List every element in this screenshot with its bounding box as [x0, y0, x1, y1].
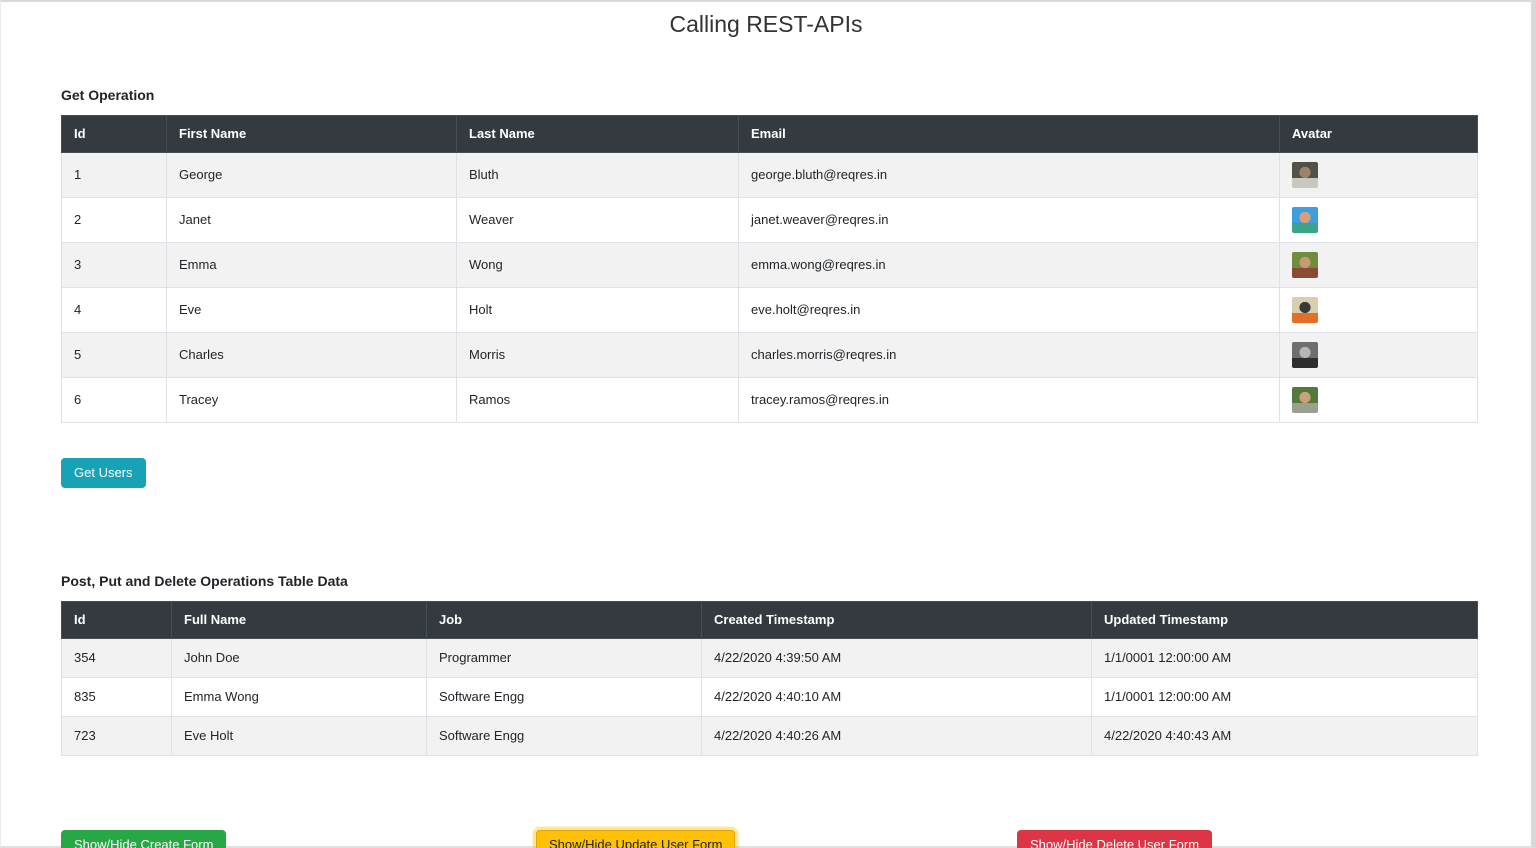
records-col-created: Created Timestamp: [701, 601, 1092, 639]
cell-last-name: Ramos: [456, 377, 739, 423]
cell-first-name: Eve: [166, 287, 457, 333]
cell-created-timestamp: 4/22/2020 4:39:50 AM: [701, 638, 1092, 678]
cell-email: emma.wong@reqres.in: [738, 242, 1280, 288]
get-operation-heading: Get Operation: [61, 87, 155, 103]
cell-avatar: [1279, 332, 1478, 378]
cell-avatar: [1279, 197, 1478, 243]
cell-email: tracey.ramos@reqres.in: [738, 377, 1280, 423]
avatar: [1292, 387, 1318, 413]
cell-id: 5: [61, 332, 167, 378]
form-toggle-buttons: Show/Hide Create Form Show/Hide Update U…: [61, 830, 1471, 848]
cell-id: 723: [61, 716, 172, 756]
cell-job: Software Engg: [426, 677, 702, 717]
users-col-last-name: Last Name: [456, 115, 739, 153]
cell-created-timestamp: 4/22/2020 4:40:26 AM: [701, 716, 1092, 756]
cell-avatar: [1279, 377, 1478, 423]
cell-updated-timestamp: 1/1/0001 12:00:00 AM: [1091, 638, 1478, 678]
cell-last-name: Holt: [456, 287, 739, 333]
show-hide-update-form-button[interactable]: Show/Hide Update User Form: [536, 830, 736, 848]
cell-last-name: Bluth: [456, 152, 739, 198]
cell-updated-timestamp: 1/1/0001 12:00:00 AM: [1091, 677, 1478, 717]
table-row: 354 John Doe Programmer 4/22/2020 4:39:5…: [61, 638, 1478, 678]
cell-id: 835: [61, 677, 172, 717]
records-table-header: Id Full Name Job Created Timestamp Updat…: [61, 601, 1478, 639]
cell-first-name: Emma: [166, 242, 457, 288]
cell-id: 1: [61, 152, 167, 198]
cell-full-name: John Doe: [171, 638, 427, 678]
users-col-first-name: First Name: [166, 115, 457, 153]
get-users-button[interactable]: Get Users: [61, 458, 146, 488]
records-col-id: Id: [61, 601, 172, 639]
cell-last-name: Morris: [456, 332, 739, 378]
page-title: Calling REST-APIs: [669, 11, 863, 37]
cell-id: 6: [61, 377, 167, 423]
cell-id: 2: [61, 197, 167, 243]
table-row: 3 Emma Wong emma.wong@reqres.in: [61, 242, 1478, 288]
avatar: [1292, 297, 1318, 323]
cell-email: janet.weaver@reqres.in: [738, 197, 1280, 243]
users-table-header: Id First Name Last Name Email Avatar: [61, 115, 1478, 153]
table-row: 723 Eve Holt Software Engg 4/22/2020 4:4…: [61, 716, 1478, 756]
avatar: [1292, 207, 1318, 233]
cell-last-name: Wong: [456, 242, 739, 288]
table-row: 5 Charles Morris charles.morris@reqres.i…: [61, 332, 1478, 378]
users-table: Id First Name Last Name Email Avatar 1 G…: [61, 115, 1478, 423]
cell-job: Software Engg: [426, 716, 702, 756]
table-row: 4 Eve Holt eve.holt@reqres.in: [61, 287, 1478, 333]
cell-email: eve.holt@reqres.in: [738, 287, 1280, 333]
users-col-avatar: Avatar: [1279, 115, 1478, 153]
cell-full-name: Eve Holt: [171, 716, 427, 756]
cell-job: Programmer: [426, 638, 702, 678]
avatar: [1292, 342, 1318, 368]
cell-email: charles.morris@reqres.in: [738, 332, 1280, 378]
cell-id: 4: [61, 287, 167, 333]
cell-avatar: [1279, 242, 1478, 288]
users-table-body: 1 George Bluth george.bluth@reqres.in 2 …: [61, 152, 1478, 423]
users-col-email: Email: [738, 115, 1280, 153]
records-table-body: 354 John Doe Programmer 4/22/2020 4:39:5…: [61, 638, 1478, 756]
avatar: [1292, 252, 1318, 278]
records-col-job: Job: [426, 601, 702, 639]
show-hide-delete-form-button[interactable]: Show/Hide Delete User Form: [1017, 830, 1213, 848]
table-row: 835 Emma Wong Software Engg 4/22/2020 4:…: [61, 677, 1478, 717]
cell-id: 354: [61, 638, 172, 678]
users-col-id: Id: [61, 115, 167, 153]
cell-avatar: [1279, 287, 1478, 333]
table-row: 2 Janet Weaver janet.weaver@reqres.in: [61, 197, 1478, 243]
main-content: Get Operation Id First Name Last Name Em…: [61, 87, 1478, 848]
show-hide-create-form-button[interactable]: Show/Hide Create Form: [61, 830, 227, 848]
cell-first-name: Janet: [166, 197, 457, 243]
avatar: [1292, 162, 1318, 188]
mutations-heading: Post, Put and Delete Operations Table Da…: [61, 573, 348, 589]
records-table: Id Full Name Job Created Timestamp Updat…: [61, 601, 1478, 756]
cell-avatar: [1279, 152, 1478, 198]
cell-created-timestamp: 4/22/2020 4:40:10 AM: [701, 677, 1092, 717]
cell-first-name: Tracey: [166, 377, 457, 423]
records-col-updated: Updated Timestamp: [1091, 601, 1478, 639]
cell-first-name: Charles: [166, 332, 457, 378]
table-row: 1 George Bluth george.bluth@reqres.in: [61, 152, 1478, 198]
cell-id: 3: [61, 242, 167, 288]
cell-first-name: George: [166, 152, 457, 198]
cell-updated-timestamp: 4/22/2020 4:40:43 AM: [1091, 716, 1478, 756]
cell-full-name: Emma Wong: [171, 677, 427, 717]
records-col-full-name: Full Name: [171, 601, 427, 639]
table-row: 6 Tracey Ramos tracey.ramos@reqres.in: [61, 377, 1478, 423]
cell-last-name: Weaver: [456, 197, 739, 243]
cell-email: george.bluth@reqres.in: [738, 152, 1280, 198]
